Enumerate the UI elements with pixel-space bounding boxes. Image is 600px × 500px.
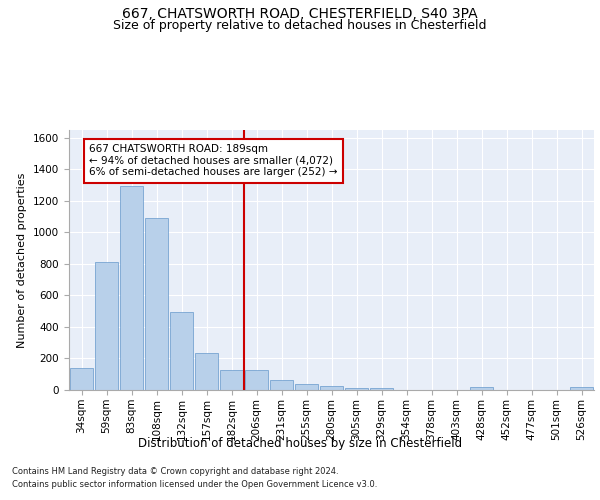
Bar (119, 186, 143, 390)
Bar (320, 386, 343, 390)
Text: 667 CHATSWORTH ROAD: 189sqm
← 94% of detached houses are smaller (4,072)
6% of s: 667 CHATSWORTH ROAD: 189sqm ← 94% of det… (89, 144, 337, 178)
Bar (344, 388, 368, 390)
Y-axis label: Number of detached properties: Number of detached properties (17, 172, 28, 348)
Bar (220, 370, 244, 390)
Bar (245, 370, 268, 390)
Text: 667, CHATSWORTH ROAD, CHESTERFIELD, S40 3PA: 667, CHATSWORTH ROAD, CHESTERFIELD, S40 … (122, 8, 478, 22)
Bar (470, 387, 493, 390)
Bar (569, 387, 593, 390)
Bar (145, 218, 169, 390)
Text: Distribution of detached houses by size in Chesterfield: Distribution of detached houses by size … (138, 438, 462, 450)
Bar (70, 368, 94, 390)
Bar (95, 262, 118, 390)
Bar (295, 384, 319, 390)
Bar (370, 388, 394, 390)
Bar (269, 380, 293, 390)
Bar (170, 312, 193, 390)
Text: Contains public sector information licensed under the Open Government Licence v3: Contains public sector information licen… (12, 480, 377, 489)
Bar (194, 353, 218, 390)
Text: Contains HM Land Registry data © Crown copyright and database right 2024.: Contains HM Land Registry data © Crown c… (12, 468, 338, 476)
Text: Size of property relative to detached houses in Chesterfield: Size of property relative to detached ho… (113, 18, 487, 32)
